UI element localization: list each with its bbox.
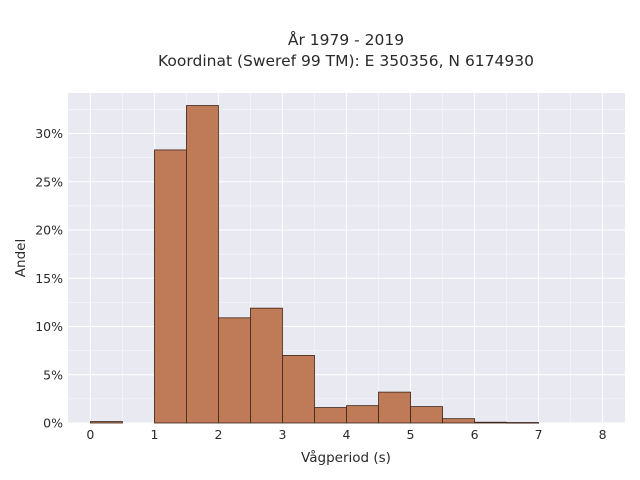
x-tick-label: 1 bbox=[150, 427, 158, 442]
bars bbox=[90, 105, 539, 424]
y-tick-label: 20% bbox=[35, 223, 63, 238]
y-tick-label: 5% bbox=[43, 367, 63, 382]
y-axis-ticks: 0% 5% 10% 15% 20% 25% 30% bbox=[35, 126, 63, 430]
histogram-bar bbox=[314, 407, 347, 424]
histogram-bar bbox=[218, 317, 251, 424]
histogram-bar bbox=[154, 149, 187, 424]
histogram-bar bbox=[250, 307, 283, 424]
x-tick-label: 8 bbox=[599, 427, 607, 442]
histogram-bar bbox=[442, 418, 475, 424]
y-tick-label: 30% bbox=[35, 126, 63, 141]
histogram-bar bbox=[346, 405, 379, 424]
x-tick-label: 6 bbox=[471, 427, 479, 442]
histogram-bar bbox=[506, 422, 539, 424]
x-tick-label: 2 bbox=[214, 427, 222, 442]
y-tick-label: 15% bbox=[35, 271, 63, 286]
x-tick-label: 4 bbox=[343, 427, 351, 442]
x-tick-label: 0 bbox=[86, 427, 94, 442]
histogram-bar bbox=[378, 391, 411, 424]
y-tick-label: 25% bbox=[35, 174, 63, 189]
histogram-bar bbox=[474, 421, 507, 424]
histogram-bar bbox=[186, 105, 219, 424]
x-tick-label: 5 bbox=[407, 427, 415, 442]
y-tick-label: 10% bbox=[35, 319, 63, 334]
x-axis-ticks: 0 1 2 3 4 5 6 7 8 bbox=[86, 427, 606, 442]
histogram-bar bbox=[282, 355, 315, 424]
x-tick-label: 3 bbox=[279, 427, 287, 442]
x-axis-title: Vågperiod (s) bbox=[301, 449, 391, 466]
y-axis-title: Andel bbox=[13, 239, 29, 277]
histogram-bar bbox=[90, 421, 123, 424]
y-tick-label: 0% bbox=[43, 416, 63, 431]
x-tick-label: 7 bbox=[535, 427, 543, 442]
chart-subtitle: Koordinat (Sweref 99 TM): E 350356, N 61… bbox=[158, 52, 534, 70]
chart-title: År 1979 - 2019 bbox=[288, 30, 404, 49]
histogram-bar bbox=[410, 406, 443, 424]
